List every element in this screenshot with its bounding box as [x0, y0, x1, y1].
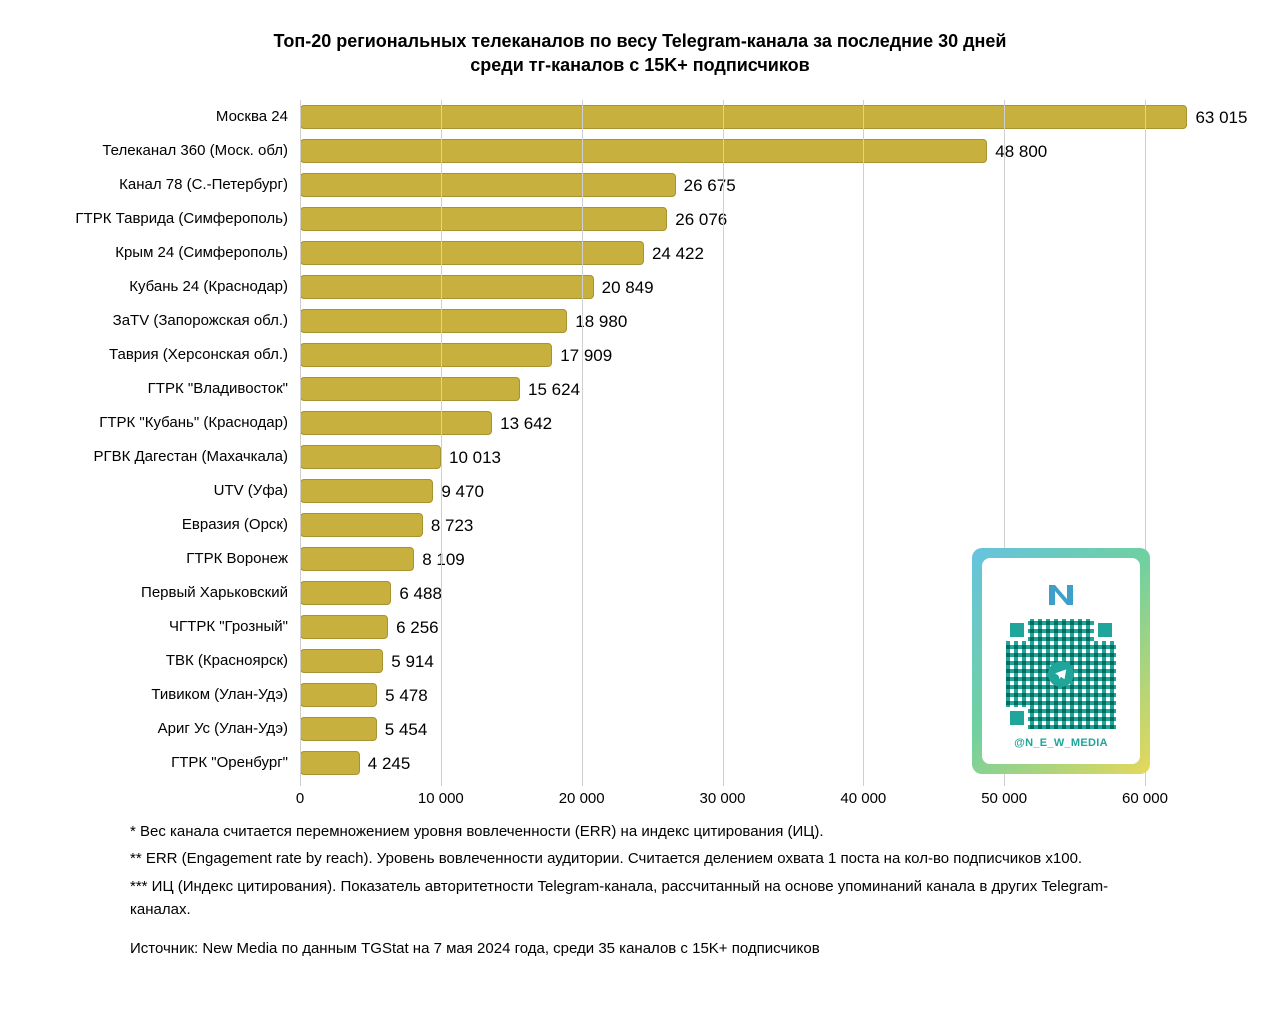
- category-label: Крым 24 (Симферополь): [0, 244, 288, 261]
- bar: [300, 241, 644, 265]
- value-label: 4 245: [368, 754, 411, 774]
- x-tick-label: 50 000: [981, 790, 1027, 807]
- value-label: 5 454: [385, 720, 428, 740]
- value-label: 13 642: [500, 414, 552, 434]
- qr-handle: @N_E_W_MEDIA: [1014, 737, 1108, 749]
- footnotes: * Вес канала считается перемножением уро…: [130, 820, 1160, 925]
- category-label: ГТРК Воронеж: [0, 550, 288, 567]
- value-label: 10 013: [449, 448, 501, 468]
- gridline: [300, 100, 301, 786]
- gridline: [723, 100, 724, 786]
- value-label: 17 909: [560, 346, 612, 366]
- bar: [300, 751, 360, 775]
- gridline: [863, 100, 864, 786]
- category-label: РГВК Дагестан (Махачкала): [0, 448, 288, 465]
- category-label: ГТРК "Владивосток": [0, 380, 288, 397]
- category-label: Телеканал 360 (Моск. обл): [0, 142, 288, 159]
- value-label: 26 076: [675, 210, 727, 230]
- x-tick-label: 20 000: [559, 790, 605, 807]
- category-label: Ариг Ус (Улан-Удэ): [0, 720, 288, 737]
- bar: [300, 581, 391, 605]
- qr-inner: @N_E_W_MEDIA: [982, 558, 1140, 764]
- category-label: ЧГТРК "Грозный": [0, 618, 288, 635]
- category-label: ГТРК "Оренбург": [0, 754, 288, 771]
- x-tick-label: 0: [296, 790, 304, 807]
- bar: [300, 377, 520, 401]
- value-label: 5 914: [391, 652, 434, 672]
- bar: [300, 343, 552, 367]
- bar: [300, 547, 414, 571]
- value-label: 15 624: [528, 380, 580, 400]
- value-label: 8 723: [431, 516, 474, 536]
- bar: [300, 513, 423, 537]
- bar: [300, 615, 388, 639]
- footnote-line: *** ИЦ (Индекс цитирования). Показатель …: [130, 875, 1160, 922]
- x-tick-label: 30 000: [700, 790, 746, 807]
- footnote-line: ** ERR (Engagement rate by reach). Урове…: [130, 847, 1160, 870]
- bar: [300, 717, 377, 741]
- value-label: 9 470: [441, 482, 484, 502]
- category-label: Тивиком (Улан-Удэ): [0, 686, 288, 703]
- value-label: 8 109: [422, 550, 465, 570]
- footnote-line: * Вес канала считается перемножением уро…: [130, 820, 1160, 843]
- category-label: Кубань 24 (Краснодар): [0, 278, 288, 295]
- value-label: 63 015: [1195, 108, 1247, 128]
- value-label: 6 488: [399, 584, 442, 604]
- x-tick-label: 10 000: [418, 790, 464, 807]
- bar: [300, 479, 433, 503]
- bar: [300, 309, 567, 333]
- value-label: 26 675: [684, 176, 736, 196]
- gridline: [441, 100, 442, 786]
- chart-title-line1: Топ-20 региональных телеканалов по весу …: [0, 30, 1280, 53]
- bar: [300, 683, 377, 707]
- chart-title-line2: среди тг-каналов с 15K+ подписчиков: [0, 54, 1280, 77]
- category-label: ГТРК Таврида (Симферополь): [0, 210, 288, 227]
- category-label: Таврия (Херсонская обл.): [0, 346, 288, 363]
- gridline: [582, 100, 583, 786]
- category-label: Канал 78 (С.-Петербург): [0, 176, 288, 193]
- category-label: ТВК (Красноярск): [0, 652, 288, 669]
- category-label: ГТРК "Кубань" (Краснодар): [0, 414, 288, 431]
- qr-code-icon: [1002, 615, 1120, 733]
- source-line: Источник: New Media по данным TGStat на …: [130, 940, 1160, 957]
- bar: [300, 411, 492, 435]
- category-label: Евразия (Орск): [0, 516, 288, 533]
- bar: [300, 445, 441, 469]
- qr-logo-icon: [1045, 579, 1077, 611]
- value-label: 20 849: [602, 278, 654, 298]
- value-label: 48 800: [995, 142, 1047, 162]
- bar: [300, 275, 594, 299]
- qr-card: @N_E_W_MEDIA: [972, 548, 1150, 774]
- category-label: UTV (Уфа): [0, 482, 288, 499]
- telegram-icon: [1048, 661, 1074, 687]
- x-tick-label: 60 000: [1122, 790, 1168, 807]
- bar: [300, 207, 667, 231]
- page: Топ-20 региональных телеканалов по весу …: [0, 0, 1280, 1014]
- category-label: Москва 24: [0, 108, 288, 125]
- value-label: 18 980: [575, 312, 627, 332]
- x-tick-label: 40 000: [840, 790, 886, 807]
- bar: [300, 139, 987, 163]
- bar: [300, 173, 676, 197]
- bar: [300, 649, 383, 673]
- value-label: 24 422: [652, 244, 704, 264]
- value-label: 5 478: [385, 686, 428, 706]
- bar: [300, 105, 1187, 129]
- value-label: 6 256: [396, 618, 439, 638]
- category-label: Первый Харьковский: [0, 584, 288, 601]
- category-label: ЗаTV (Запорожская обл.): [0, 312, 288, 329]
